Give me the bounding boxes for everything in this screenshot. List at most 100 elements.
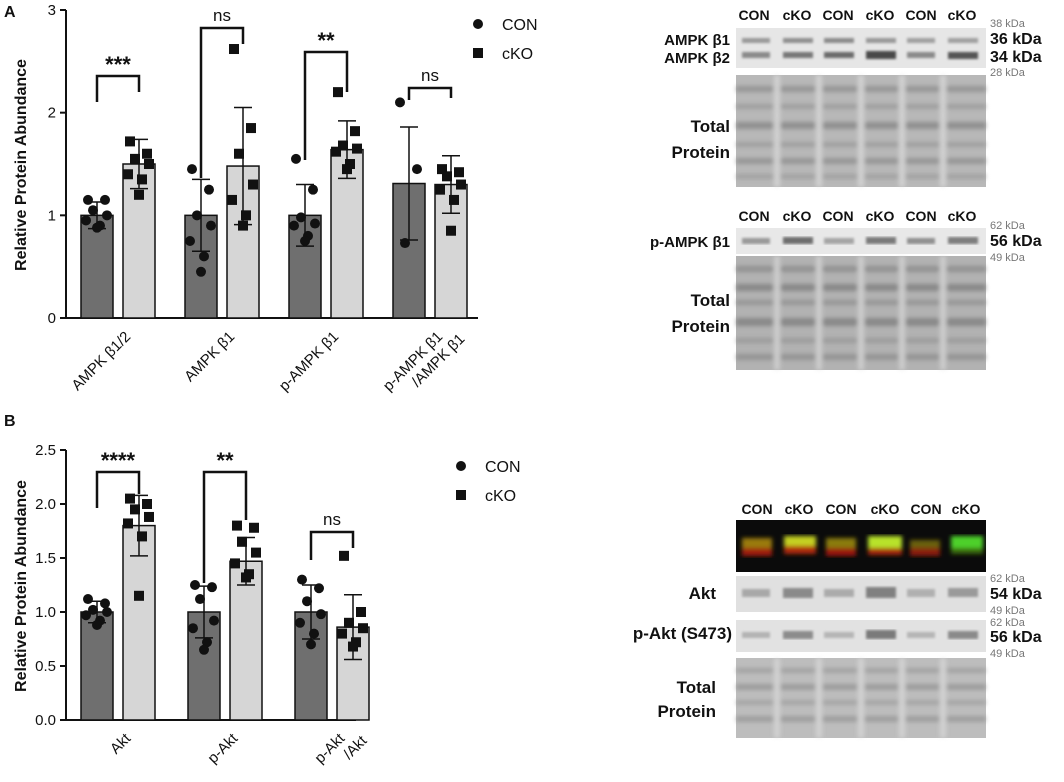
data-point-con (289, 220, 299, 231)
data-point-cko (229, 44, 239, 55)
data-point-con (92, 222, 102, 233)
data-point-cko (144, 511, 154, 522)
data-point-con (297, 574, 307, 585)
data-point-con (314, 583, 324, 594)
kda-38: 38 kDa (990, 18, 1026, 30)
y-tick-label: 1.0 (35, 604, 56, 621)
data-point-cko (350, 126, 360, 137)
total-protein-label-line1: Total (691, 291, 730, 310)
data-point-con (209, 615, 219, 626)
data-point-con (199, 251, 209, 262)
legend-con-marker (473, 19, 483, 29)
data-point-cko (125, 136, 135, 147)
data-point-con (102, 607, 112, 617)
lane-label: cKO (948, 7, 977, 23)
data-point-con (291, 153, 301, 164)
significance-label: **** (101, 448, 136, 473)
kda-62: 62 kDa (990, 220, 1026, 232)
kda-62: 62 kDa (990, 617, 1026, 629)
data-point-cko (352, 143, 362, 154)
data-point-con (88, 205, 98, 216)
data-point-con (296, 212, 306, 223)
data-point-con (309, 628, 319, 639)
data-point-con (188, 623, 198, 634)
data-point-cko (137, 174, 147, 185)
blot-pakt-bands (742, 630, 978, 639)
data-point-cko (356, 607, 366, 617)
data-point-con (83, 594, 93, 605)
chart-a: Relative Protein Abundance 0 1 2 3 *** AMPK β… (13, 2, 538, 407)
data-point-cko (123, 518, 133, 529)
x-tick-label: AMPK β1/2 (68, 328, 134, 394)
blot-akt-lane-headers: CON cKO CON cKO CON cKO (741, 501, 980, 517)
blot-akt: CON cKO CON cKO CON cKO (633, 501, 1042, 738)
significance-label: ns (213, 6, 231, 25)
significance-label: ns (323, 510, 341, 529)
data-point-con (204, 184, 214, 195)
data-point-cko (137, 531, 147, 542)
lane-label: cKO (785, 501, 814, 517)
data-point-con (81, 610, 91, 621)
data-point-cko (230, 558, 240, 569)
lane-label: CON (738, 208, 769, 224)
blot-pampk-bands (742, 237, 978, 244)
blot-akt-total-texture (736, 658, 986, 738)
data-point-cko (331, 146, 341, 157)
chart-b-legend: CON cKO (456, 459, 521, 505)
lane-label: CON (822, 7, 853, 23)
data-point-cko (227, 194, 237, 205)
blot-akt-band-strip (736, 576, 986, 612)
blot-ampk-band-strip (736, 28, 986, 68)
lane-label: CON (905, 7, 936, 23)
x-tick-label: AMPK β1 (181, 328, 238, 385)
data-point-cko (437, 164, 447, 175)
data-point-con (187, 164, 197, 175)
data-point-con (395, 97, 405, 108)
data-point-cko (446, 225, 456, 236)
data-point-cko (251, 547, 261, 558)
blot-ampk-bands (742, 38, 978, 59)
x-tick-label: p-Akt/Akt (311, 720, 370, 779)
data-point-cko (435, 184, 445, 195)
blot-ampk-total-texture (736, 75, 986, 187)
kda-34: 34 kDa (990, 49, 1042, 66)
data-point-con (185, 236, 195, 246)
data-point-cko (249, 522, 259, 533)
lane-label: cKO (783, 7, 812, 23)
data-point-cko (442, 171, 452, 182)
data-point-con (206, 220, 216, 231)
significance-label: *** (105, 52, 131, 77)
lane-label: CON (905, 208, 936, 224)
data-point-con (207, 582, 217, 593)
panel-letter-a: A (4, 4, 16, 21)
data-point-cko (246, 123, 256, 134)
data-point-cko (125, 493, 135, 504)
chart-a-ylabel: Relative Protein Abundance (13, 59, 30, 271)
kda-49: 49 kDa (990, 252, 1026, 264)
y-tick-label: 2.0 (35, 496, 56, 513)
lane-label: cKO (952, 501, 981, 517)
legend-con-marker (456, 461, 466, 471)
lane-label: cKO (866, 7, 895, 23)
data-point-con (308, 184, 318, 195)
data-point-cko (134, 189, 144, 200)
data-point-con (83, 194, 93, 205)
kda-49: 49 kDa (990, 605, 1026, 617)
legend-cko-marker (456, 490, 466, 500)
kda-54: 54 kDa (990, 586, 1042, 603)
blot-akt-bands (742, 587, 978, 598)
data-point-con (195, 594, 205, 605)
lane-label: cKO (866, 208, 895, 224)
data-point-con (202, 637, 212, 648)
data-point-con (102, 210, 112, 221)
y-tick-label: 3 (48, 2, 56, 19)
blot-pampk: CON cKO CON cKO CON cKO p-AMPK β1 62 kDa… (650, 208, 1042, 370)
chart-b-marks: 0.0 0.5 1.0 1.5 2.0 2.5 **** Akt ** p-Akt ns p-Akt/… (35, 442, 371, 779)
x-tick-label: p-AMPK β1/AMPK β1 (380, 318, 469, 407)
significance-bracket (95, 74, 141, 102)
data-point-cko (342, 164, 352, 175)
data-point-cko (454, 167, 464, 178)
data-point-con (100, 194, 110, 205)
data-point-cko (142, 499, 152, 509)
blot-pampk-lane-headers: CON cKO CON cKO CON cKO (738, 208, 976, 224)
